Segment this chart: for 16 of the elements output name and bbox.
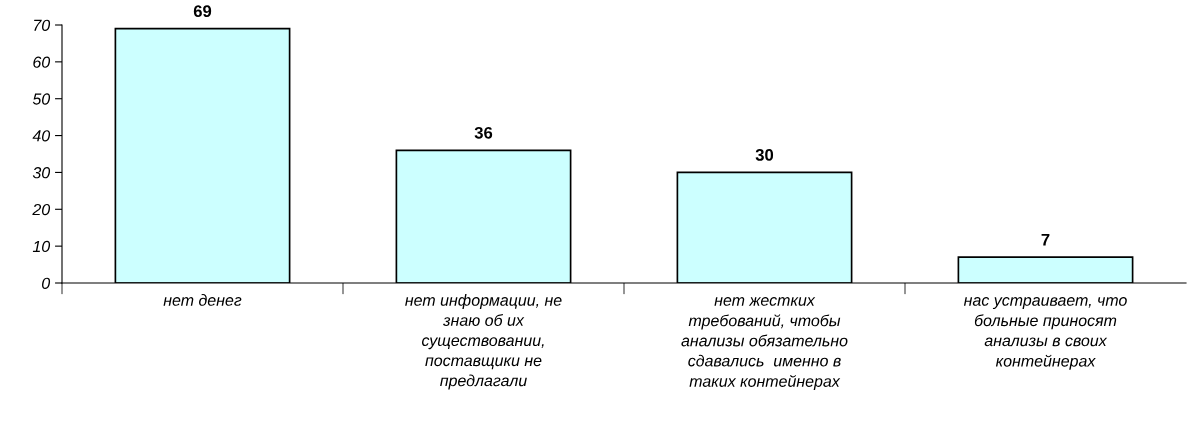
- y-tick-label: 50: [32, 93, 51, 105]
- data-label: 7: [1041, 233, 1050, 246]
- data-label: 30: [755, 149, 774, 161]
- x-tick-label: нас устраивает, что больные приносят анализы в своих контейнерах: [963, 297, 1127, 370]
- y-tick-label: 0: [42, 277, 51, 289]
- y-tick-label: 40: [32, 130, 51, 142]
- x-tick-label: нет жестких требований, чтобы анализы обязательно сдавались именно в таких контейнерах: [681, 297, 848, 391]
- y-tick-label: 20: [32, 203, 51, 216]
- y-tick-label: 70: [34, 19, 51, 31]
- data-label: 69: [193, 5, 212, 18]
- y-tick-label: 10: [32, 240, 51, 253]
- y-tick-label: 30: [32, 167, 51, 179]
- data-label: 36: [474, 126, 493, 139]
- x-tick-label: нет информации, не знаю об их существовании, поставщики не предлагали: [405, 294, 562, 390]
- y-tick-label: 60: [33, 56, 51, 68]
- x-tick-label: нет денег: [163, 294, 242, 306]
